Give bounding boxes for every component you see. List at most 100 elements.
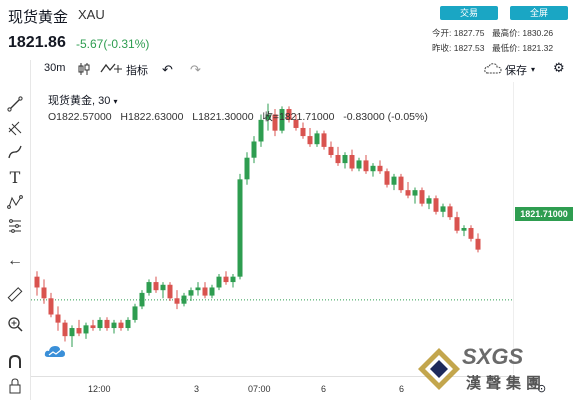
candle (189, 287, 194, 301)
candle (217, 274, 222, 290)
candle (49, 293, 54, 317)
candle (441, 204, 446, 218)
x-label: 07:00 (248, 384, 271, 394)
x-label: 3 (194, 384, 199, 394)
watermark-brand: SXGS (462, 344, 523, 370)
candle (322, 131, 327, 150)
candle (252, 136, 257, 163)
candle (91, 320, 96, 331)
watermark-text: 漢聲集團 (466, 372, 546, 393)
trend-line-icon[interactable] (0, 96, 30, 112)
interval-selector[interactable]: 30m (44, 62, 65, 74)
cloud-logo-icon (44, 344, 66, 358)
candle (427, 196, 432, 210)
indicators-button[interactable]: 指标 (126, 62, 148, 78)
x-label: 12:00 (88, 384, 111, 394)
candle (462, 225, 467, 236)
text-tool-icon[interactable]: T (0, 168, 30, 187)
candle (420, 187, 425, 206)
candle (77, 320, 82, 336)
candle (399, 174, 404, 193)
watermark-logo-icon (416, 346, 462, 392)
ruler-icon[interactable] (0, 286, 30, 302)
candle (98, 317, 103, 331)
legend-name: 现货黄金 (48, 95, 92, 107)
candle (308, 128, 313, 147)
candle (371, 163, 376, 177)
zoom-in-icon[interactable] (0, 316, 30, 332)
candle (245, 152, 250, 184)
candlestick-chart[interactable] (31, 82, 513, 374)
candle (133, 304, 138, 323)
candle-type-icon[interactable] (78, 62, 90, 79)
candle (84, 323, 89, 339)
brush-icon[interactable] (0, 144, 30, 160)
legend-high: H1822.63000 (120, 111, 183, 123)
legend-close: 收=1821.71000 (262, 111, 334, 123)
settings-gear-icon[interactable]: ⚙ (553, 60, 565, 76)
candle (476, 233, 481, 252)
candle (364, 155, 369, 174)
low-value: 1821.32 (522, 43, 553, 53)
candle (336, 147, 341, 166)
fullscreen-button[interactable]: 全屏 (510, 6, 568, 20)
today-open-label: 今开: (432, 28, 451, 38)
indicators-icon[interactable] (100, 62, 122, 77)
price-axis[interactable] (513, 82, 574, 374)
candle (392, 174, 397, 190)
candle (56, 306, 61, 330)
candle (210, 285, 215, 299)
redo-icon[interactable]: ↷ (190, 62, 201, 78)
candle (140, 290, 145, 309)
candle (42, 279, 47, 303)
candle (329, 141, 334, 157)
legend-open: O1822.57000 (48, 111, 112, 123)
candle (315, 131, 320, 147)
quote-header: 现货黄金 XAU 1821.86 -5.67(-0.31%) 交易 全屏 今开:… (0, 0, 574, 60)
drawing-toolbar: T ← (0, 60, 31, 400)
legend-interval: 30 (98, 95, 110, 107)
candle (119, 320, 124, 331)
candle (147, 279, 152, 295)
fib-tool-icon[interactable] (0, 120, 30, 136)
save-button[interactable]: 保存 (505, 62, 527, 78)
candle (112, 320, 117, 334)
legend-change: -0.83000 (-0.05%) (343, 111, 428, 123)
magnet-icon[interactable] (0, 354, 30, 370)
candle (161, 282, 166, 298)
candle (224, 271, 229, 285)
cloud-icon[interactable] (484, 62, 502, 77)
legend-title: 现货黄金, 30 ▾ (48, 92, 117, 108)
legend-collapse-icon[interactable]: ▾ (113, 97, 117, 106)
candle (357, 158, 362, 172)
save-dropdown-icon[interactable]: ▾ (531, 65, 535, 74)
candle (105, 317, 110, 331)
candle (175, 290, 180, 309)
candle (406, 182, 411, 198)
last-price: 1821.86 (8, 34, 66, 52)
ohlc-legend: O1822.57000 H1822.63000 L1821.30000 收=18… (48, 109, 428, 124)
lock-icon[interactable] (0, 378, 30, 394)
prediction-tool-icon[interactable] (0, 218, 30, 234)
candle (203, 282, 208, 298)
price-stats: 今开: 1827.75 最高价: 1830.26 昨收: 1827.53 最低价… (432, 26, 553, 56)
pattern-tool-icon[interactable] (0, 194, 30, 210)
arrow-back-icon[interactable]: ← (0, 252, 30, 270)
candle (343, 152, 348, 168)
candle (350, 150, 355, 172)
prev-close-value: 1827.53 (454, 41, 490, 56)
trade-button[interactable]: 交易 (440, 6, 498, 20)
candle (70, 325, 75, 347)
undo-icon[interactable]: ↶ (162, 62, 173, 78)
x-label: 6 (321, 384, 326, 394)
high-value: 1830.26 (522, 28, 553, 38)
current-price-tag: 1821.71000 (515, 207, 573, 221)
instrument-title: 现货黄金 (8, 6, 68, 27)
candle (413, 187, 418, 203)
price-change: -5.67(-0.31%) (76, 37, 149, 51)
candle (385, 169, 390, 188)
candle (182, 293, 187, 307)
candle (301, 123, 306, 139)
chart-toolbar: + 30m 指标 ↶ ↷ 保存 ▾ ⚙ (0, 60, 574, 80)
prev-close-label: 昨收: (432, 43, 451, 53)
